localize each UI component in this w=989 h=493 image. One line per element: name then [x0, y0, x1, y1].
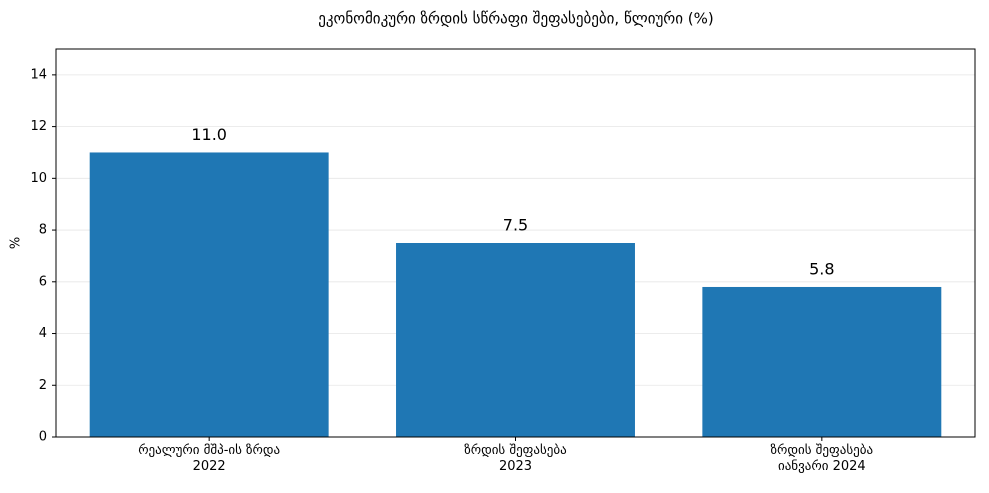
value-label: 7.5 — [503, 216, 528, 235]
y-tick-label: 14 — [30, 67, 47, 82]
y-tick-label: 0 — [39, 430, 47, 445]
y-tick-label: 2 — [39, 378, 47, 393]
bar — [396, 243, 635, 437]
y-tick-label: 4 — [39, 326, 47, 341]
value-label: 11.0 — [191, 125, 227, 144]
x-tick-label: ზრდის შეფასება 2023 — [464, 443, 567, 474]
plot-frame — [55, 48, 976, 438]
x-tick-label: ზრდის შეფასება იანვარი 2024 — [770, 443, 874, 474]
x-tick-label: რეალური მშპ-ის ზრდა 2022 — [138, 443, 281, 474]
y-tick-label: 10 — [30, 171, 47, 186]
value-label: 5.8 — [809, 259, 834, 278]
y-tick-label: 12 — [30, 119, 47, 134]
x-tick-label-box: ზრდის შეფასება იანვარი 2024 — [770, 443, 874, 474]
y-axis-label: % — [9, 237, 24, 249]
bar — [89, 152, 329, 437]
y-tick-label: 8 — [39, 223, 47, 238]
bar — [702, 286, 942, 437]
x-tick-label-box: რეალური მშპ-ის ზრდა 2022 — [138, 443, 281, 474]
chart-title: ეკონომიკური ზრდის სწრაფი შეფასებები, წლი… — [318, 10, 713, 28]
y-tick-label: 6 — [39, 274, 47, 289]
x-tick-label-box: ზრდის შეფასება 2023 — [464, 443, 567, 474]
